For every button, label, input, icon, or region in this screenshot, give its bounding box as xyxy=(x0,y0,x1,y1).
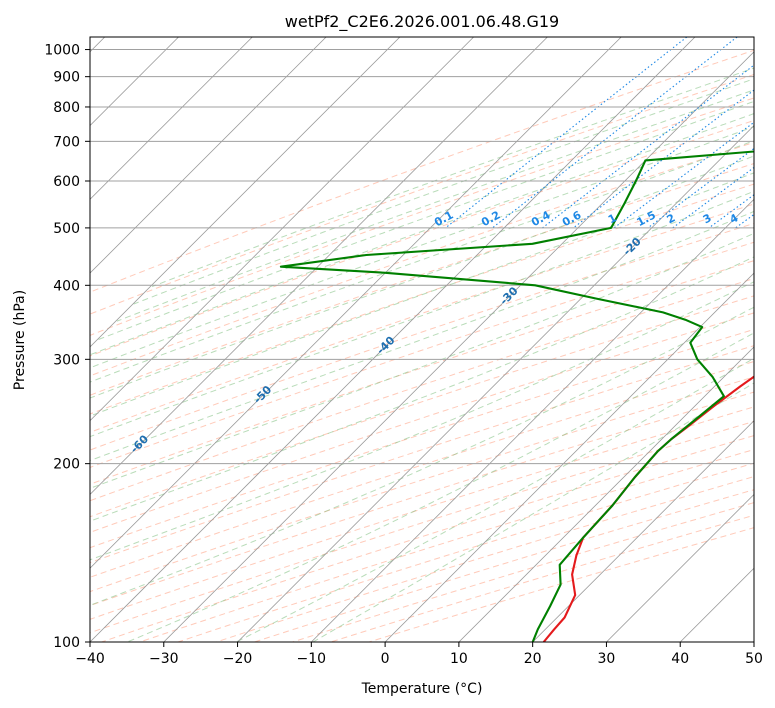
dry-adiabat xyxy=(90,345,754,564)
mixing-ratio-line xyxy=(542,64,754,229)
x-tick-label: 30 xyxy=(598,651,616,667)
x-axis-label: Temperature (°C) xyxy=(361,681,483,697)
isotherm-line xyxy=(311,198,754,642)
dry-adiabat xyxy=(90,141,754,377)
x-tick-label: 0 xyxy=(381,651,390,667)
background-lines xyxy=(90,37,754,642)
dry-adiabat xyxy=(90,203,754,433)
dewpoint-profile-line xyxy=(279,150,754,642)
dry-adiabat xyxy=(90,163,754,396)
pressure-grid xyxy=(90,49,754,642)
mixing-ratio-label: 1.5 xyxy=(635,208,658,229)
mixing-ratio-line xyxy=(445,37,688,229)
y-tick-label: 400 xyxy=(53,278,80,294)
isotherm-line xyxy=(90,37,253,200)
y-axis-label: Pressure (hPa) xyxy=(12,290,28,390)
isotherm-line xyxy=(679,567,754,642)
y-tick-label: 200 xyxy=(53,457,80,473)
dry-adiabat xyxy=(90,97,754,336)
mixing-ratio-label: 2 xyxy=(665,211,678,226)
moist-adiabat xyxy=(90,126,754,369)
moist-adiabat xyxy=(90,172,754,417)
mixing-ratio-line xyxy=(735,213,754,229)
mixing-ratio-line xyxy=(672,166,754,229)
x-tick-label: −10 xyxy=(297,651,327,667)
isotherm-line xyxy=(384,272,754,642)
x-tick-label: 10 xyxy=(450,651,468,667)
y-tick-label: 1000 xyxy=(44,43,80,59)
isotherm-line xyxy=(90,37,622,569)
moist-adiabat xyxy=(90,232,754,489)
isotherm-line xyxy=(90,37,327,274)
isotherm-line xyxy=(90,37,474,422)
mixing-ratio-line xyxy=(492,37,738,229)
isotherm-line xyxy=(606,493,754,642)
dry-adiabat xyxy=(90,406,754,620)
mixing-ratio-line xyxy=(573,89,754,229)
isotherm-line xyxy=(458,346,754,642)
dry-adiabat xyxy=(90,391,754,607)
dry-adiabat xyxy=(90,420,754,634)
moist-adiabat xyxy=(98,100,754,340)
moist-adiabat xyxy=(90,210,754,462)
isotherm-line xyxy=(753,641,754,642)
dry-adiabat xyxy=(90,73,754,315)
x-tick-label: 20 xyxy=(524,651,542,667)
isotherm-line xyxy=(90,37,401,348)
isotherm-label: -60 xyxy=(128,432,151,455)
dry-adiabat xyxy=(90,312,754,533)
y-tick-label: 800 xyxy=(53,100,80,116)
y-tick-label: 500 xyxy=(53,221,80,237)
moist-adiabat xyxy=(90,256,754,522)
y-tick-label: 700 xyxy=(53,134,80,150)
plot-frame xyxy=(89,36,755,643)
isotherm-label: -50 xyxy=(251,383,274,406)
isotherm-line xyxy=(90,37,696,642)
moist-adiabat xyxy=(312,382,754,642)
y-tick-label: 600 xyxy=(53,174,80,190)
moist-adiabat xyxy=(133,78,754,305)
moist-adiabat xyxy=(127,332,754,642)
x-tick-label: 40 xyxy=(671,651,689,667)
temperature-profile-line xyxy=(542,375,754,642)
isotherm-line xyxy=(532,420,754,642)
mixing-ratio-label: 0.4 xyxy=(529,208,553,229)
dry-adiabat xyxy=(90,49,754,293)
y-tick-label: 900 xyxy=(53,70,80,86)
moist-adiabat xyxy=(90,113,754,356)
mixing-ratio-label: 0.1 xyxy=(432,208,455,229)
isotherm-label: -40 xyxy=(374,334,397,357)
moist-adiabat xyxy=(90,306,754,606)
y-tick-label: 100 xyxy=(53,635,80,651)
isotherm-label: -20 xyxy=(621,235,644,258)
dry-adiabat xyxy=(90,222,754,451)
isotherm-line xyxy=(90,37,548,496)
line-labels: 0.1 0.2 0.4 0.6 1 1.5 2 3 4-60-50-40-30-20 xyxy=(128,208,741,455)
dry-adiabat xyxy=(177,462,754,642)
y-tick-label: 300 xyxy=(53,352,80,368)
x-tick-label: −30 xyxy=(149,651,179,667)
moist-adiabat xyxy=(90,155,754,399)
dry-adiabat xyxy=(292,502,754,642)
axes: −40 −30 −20 −10 0 10 20 30 40 50 100 200 300 400 500 60… xyxy=(44,43,763,667)
x-tick-label: −40 xyxy=(75,651,105,667)
isotherm-line xyxy=(237,124,754,642)
moist-adiabat xyxy=(90,140,754,383)
moist-adiabat xyxy=(235,357,754,642)
dry-adiabat xyxy=(330,514,754,642)
x-tick-label: −20 xyxy=(223,651,253,667)
x-tick-label: 50 xyxy=(745,651,763,667)
mixing-ratio-label: 3 xyxy=(701,211,714,226)
profiles xyxy=(279,150,754,642)
dry-adiabat xyxy=(90,278,754,502)
isotherm-line xyxy=(163,51,754,642)
chart-title: wetPf2_C2E6.2026.001.06.48.G19 xyxy=(285,12,559,32)
